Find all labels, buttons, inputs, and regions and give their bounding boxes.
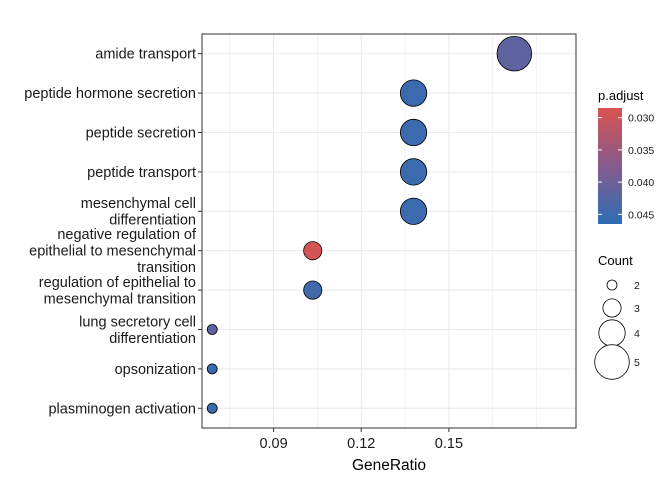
count-legend-key — [598, 319, 626, 347]
p-adjust-legend: p.adjust 0.030 0.035 0.040 0.045 — [598, 88, 654, 224]
x-tick-label: 0.15 — [435, 436, 463, 452]
count-legend-key — [602, 298, 622, 318]
x-axis-title: GeneRatio — [352, 457, 426, 474]
y-tick-label: amide transport — [95, 47, 196, 63]
count-legend-key — [594, 344, 630, 380]
panel-grid — [202, 34, 576, 428]
data-point — [206, 324, 218, 335]
y-tick-label: peptide transport — [87, 165, 196, 181]
data-points — [206, 36, 533, 414]
colorbar-label: 0.040 — [628, 177, 654, 189]
count-legend-label: 4 — [634, 328, 640, 340]
colorbar — [598, 108, 622, 224]
colorbar-label: 0.045 — [628, 209, 654, 221]
p-adjust-legend-title: p.adjust — [598, 88, 644, 103]
panel-border — [201, 33, 577, 429]
count-legend-label: 5 — [634, 357, 640, 369]
data-point — [496, 36, 533, 72]
data-point — [206, 402, 218, 414]
data-point — [399, 79, 428, 107]
y-axis: amide transport peptide hormone secretion… — [24, 47, 202, 417]
y-tick-label: mesenchymal cell differentiation — [81, 196, 196, 229]
count-legend-title: Count — [598, 253, 633, 268]
y-tick-label: peptide secretion — [86, 126, 196, 142]
colorbar-label: 0.035 — [628, 145, 654, 157]
y-tick-label: negative regulation of epithelial to mese… — [29, 227, 197, 276]
x-axis: 0.09 0.12 0.15 — [259, 428, 463, 452]
y-tick-label: regulation of epithelial to mesenchymal t… — [39, 275, 196, 308]
y-tick-label: plasminogen activation — [48, 401, 196, 417]
y-tick-label: lung secretory cell differentiation — [79, 314, 196, 347]
count-legend-key — [606, 279, 618, 291]
data-point — [399, 158, 428, 186]
count-legend-label: 3 — [634, 303, 640, 315]
data-point — [206, 363, 218, 375]
x-tick-label: 0.09 — [259, 436, 287, 452]
data-point — [399, 118, 428, 147]
data-point — [303, 280, 323, 300]
x-tick-label: 0.12 — [347, 436, 375, 452]
data-point — [303, 241, 323, 261]
data-point — [399, 197, 428, 225]
count-legend-label: 2 — [634, 280, 640, 292]
y-tick-label: opsonization — [115, 362, 196, 378]
y-tick-label: peptide hormone secretion — [24, 86, 196, 102]
colorbar-label: 0.030 — [628, 113, 654, 125]
